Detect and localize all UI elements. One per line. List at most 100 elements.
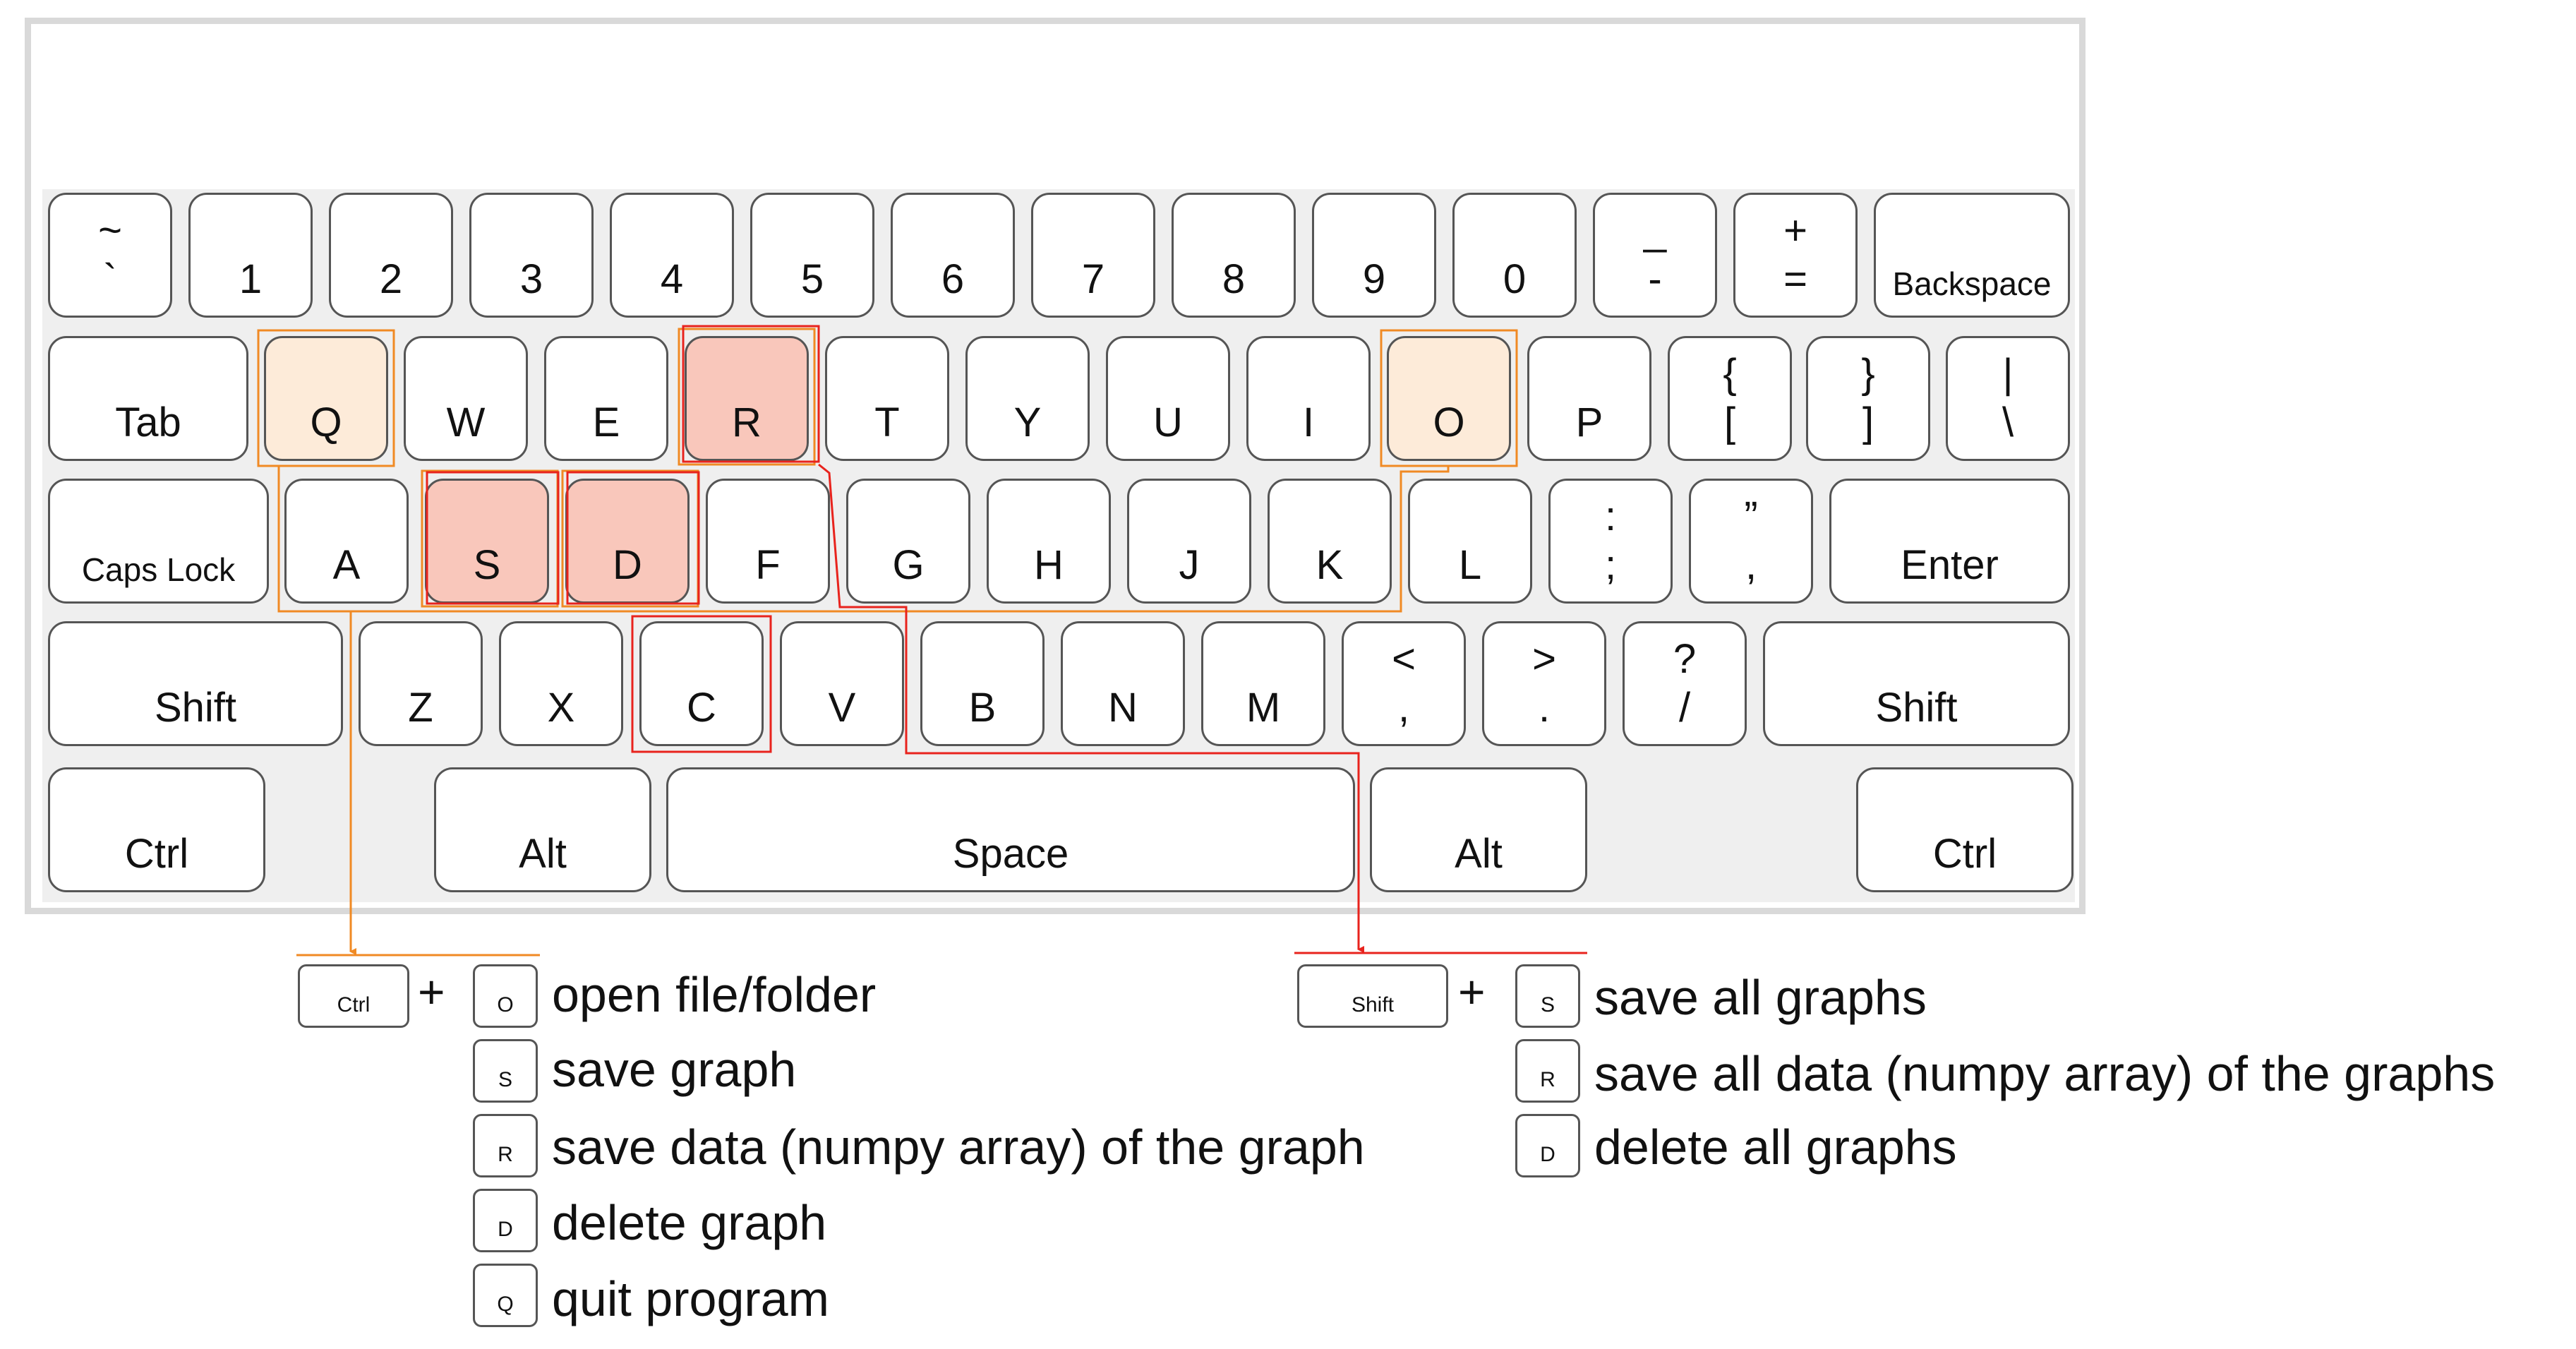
key-right-bracket[interactable]: } ] [1806, 336, 1930, 461]
key-b[interactable]: B [920, 621, 1045, 746]
legend-ctrl-item-key: S [473, 1039, 538, 1103]
key-top-char: | [2002, 350, 2014, 397]
key-z[interactable]: Z [359, 621, 483, 746]
legend-ctrl-key-label: Ctrl [337, 993, 371, 1017]
legend-ctrl-item-key: Q [473, 1264, 538, 1327]
key-bottom-char: / [1678, 684, 1691, 731]
legend-ctrl-item-key: O [473, 964, 538, 1028]
key-equals[interactable]: + = [1733, 193, 1858, 318]
key-label: Z [408, 685, 433, 731]
shift-s-highlight-box [426, 471, 560, 605]
ctrl-d-highlight-box [561, 469, 699, 608]
key-7[interactable]: 7 [1031, 193, 1155, 318]
key-bottom-char: \ [2002, 399, 2014, 445]
key-bottom-char: ; [1604, 541, 1617, 588]
key-minus[interactable]: _ - [1593, 193, 1717, 318]
key-top-char: { [1723, 350, 1737, 397]
key-1[interactable]: 1 [188, 193, 313, 318]
key-enter[interactable]: Enter [1829, 479, 2070, 604]
key-left-alt[interactable]: Alt [434, 767, 651, 892]
key-label: S [473, 542, 501, 588]
key-w[interactable]: W [404, 336, 528, 461]
key-v[interactable]: V [780, 621, 904, 746]
legend-shift-key-label: Shift [1351, 993, 1395, 1017]
key-n[interactable]: N [1061, 621, 1185, 746]
key-p[interactable]: P [1527, 336, 1651, 461]
ctrl-group-outline [257, 328, 1518, 957]
key-i[interactable]: I [1246, 336, 1371, 461]
key-r[interactable]: R [685, 336, 809, 461]
legend-key-label: Q [497, 1293, 514, 1316]
key-caps-lock[interactable]: Caps Lock [48, 479, 269, 604]
key-quote[interactable]: ” , [1689, 479, 1813, 604]
key-9[interactable]: 9 [1312, 193, 1436, 318]
key-right-alt[interactable]: Alt [1370, 767, 1587, 892]
key-right-ctrl[interactable]: Ctrl [1856, 767, 2074, 892]
key-f[interactable]: F [706, 479, 830, 604]
legend-key-label: O [497, 993, 514, 1017]
key-s[interactable]: S [425, 479, 549, 604]
key-5[interactable]: 5 [750, 193, 874, 318]
key-label: 5 [800, 256, 824, 302]
key-label: C [687, 685, 716, 731]
key-c[interactable]: C [639, 621, 764, 746]
legend-ctrl-item-text: save data (numpy array) of the graph [552, 1120, 1365, 1175]
ctrl-q-highlight-box [257, 329, 395, 467]
key-bottom-char: , [1397, 684, 1410, 731]
key-backspace[interactable]: Backspace [1874, 193, 2070, 318]
legend-ctrl-item-key: R [473, 1114, 538, 1177]
key-semicolon[interactable]: : ; [1548, 479, 1673, 604]
key-space[interactable]: Space [666, 767, 1355, 892]
key-label: Q [310, 400, 342, 445]
legend-ctrl-item-text: delete graph [552, 1195, 827, 1250]
key-comma[interactable]: < , [1342, 621, 1466, 746]
key-e[interactable]: E [544, 336, 668, 461]
legend-ctrl-item-text: quit program [552, 1271, 829, 1326]
key-label: B [968, 685, 997, 731]
legend-ctrl-item-text: open file/folder [552, 967, 877, 1022]
key-o[interactable]: O [1387, 336, 1511, 461]
key-k[interactable]: K [1268, 479, 1392, 604]
key-0[interactable]: 0 [1452, 193, 1577, 318]
key-left-bracket[interactable]: { [ [1668, 336, 1792, 461]
key-top-char: ” [1744, 493, 1758, 539]
key-label: L [1458, 542, 1482, 588]
key-tilde[interactable]: ~ ` [48, 193, 172, 318]
key-left-ctrl[interactable]: Ctrl [48, 767, 265, 892]
key-t[interactable]: T [825, 336, 949, 461]
key-left-shift[interactable]: Shift [48, 621, 343, 746]
key-d[interactable]: D [565, 479, 690, 604]
key-j[interactable]: J [1127, 479, 1251, 604]
key-backslash[interactable]: | \ [1946, 336, 2070, 461]
key-label: 4 [660, 256, 684, 302]
key-m[interactable]: M [1201, 621, 1325, 746]
key-right-shift[interactable]: Shift [1763, 621, 2070, 746]
key-label: W [446, 400, 486, 445]
legend-shift-item-text: delete all graphs [1594, 1120, 1957, 1175]
key-x[interactable]: X [499, 621, 623, 746]
key-period[interactable]: > . [1482, 621, 1606, 746]
key-6[interactable]: 6 [891, 193, 1015, 318]
key-u[interactable]: U [1106, 336, 1230, 461]
key-top-char: _ [1643, 207, 1667, 253]
key-label: R [732, 400, 762, 445]
legend-shift-item-key: R [1515, 1039, 1580, 1103]
key-label: Ctrl [124, 831, 189, 877]
key-3[interactable]: 3 [469, 193, 594, 318]
shift-r-highlight-box [682, 325, 820, 463]
key-l[interactable]: L [1408, 479, 1532, 604]
key-label: 0 [1503, 256, 1527, 302]
key-y[interactable]: Y [965, 336, 1090, 461]
key-h[interactable]: H [987, 479, 1111, 604]
key-2[interactable]: 2 [329, 193, 453, 318]
key-label: Caps Lock [81, 551, 236, 588]
key-q[interactable]: Q [264, 336, 388, 461]
key-g[interactable]: G [846, 479, 970, 604]
key-a[interactable]: A [284, 479, 409, 604]
key-4[interactable]: 4 [610, 193, 734, 318]
legend-shift-item-key: D [1515, 1114, 1580, 1177]
key-bottom-char: . [1538, 684, 1551, 731]
key-slash[interactable]: ? / [1623, 621, 1747, 746]
key-8[interactable]: 8 [1172, 193, 1296, 318]
key-tab[interactable]: Tab [48, 336, 248, 461]
